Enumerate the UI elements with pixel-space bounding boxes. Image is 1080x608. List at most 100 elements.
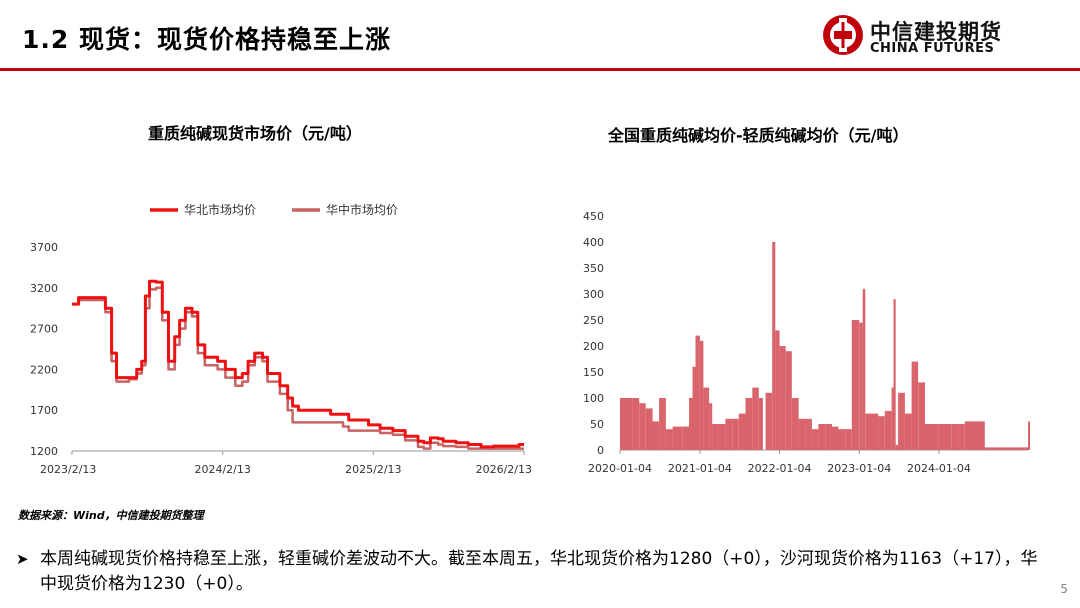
right-bar-chart: 0 50 100 150 200 250 300 350 400 450 2020-01-04 202… <box>583 210 1030 475</box>
bar-segment <box>862 288 866 450</box>
x-tick-label: 2022-01-04 <box>748 462 812 475</box>
bar-segment <box>938 424 945 450</box>
series-line-huabei <box>72 279 524 449</box>
bar-segment <box>745 398 753 450</box>
bar-segment <box>709 403 713 450</box>
bar-segment <box>632 398 640 450</box>
bar-segment <box>832 426 839 450</box>
y-tick-label: 150 <box>583 366 604 379</box>
bar-segment <box>811 429 819 450</box>
bar-segment <box>775 330 780 450</box>
bar-segment <box>752 387 759 450</box>
bar-segment <box>725 418 733 450</box>
arrow-bullet-icon: ➤ <box>16 550 29 568</box>
y-tick-label: 200 <box>583 340 604 353</box>
bar-segment <box>978 421 985 450</box>
bar-segment <box>971 421 978 450</box>
right-chart-title: 全国重质纯碱均价-轻质纯碱均价（元/吨） <box>608 126 909 145</box>
y-tick-label: 300 <box>583 288 604 301</box>
y-tick-label: 1700 <box>30 404 58 417</box>
bar-segment <box>765 392 773 450</box>
commentary-bullet: ➤ 本周纯碱现货价格持稳至上涨，轻重碱价差波动不大。截至本周五，华北现货价格为1… <box>16 547 1046 597</box>
bar-segment <box>925 424 932 450</box>
y-tick-label: 2200 <box>30 363 58 376</box>
bar-segment <box>825 424 832 450</box>
bar-segment <box>998 447 1012 450</box>
y-tick-label: 2700 <box>30 323 58 336</box>
citic-logo-icon <box>823 15 863 55</box>
company-logo: 中信建投期货 CHINA FUTURES <box>822 12 1022 60</box>
bar-segment <box>878 416 885 450</box>
logo-chinese-text: 中信建投期货 <box>870 20 1002 44</box>
y-tick-label: 100 <box>583 392 604 405</box>
y-tick-label: 450 <box>583 210 604 223</box>
bar-segment <box>682 426 689 450</box>
page-title: 1.2 现货：现货价格持稳至上涨 <box>22 25 391 54</box>
bar-segment <box>672 426 683 450</box>
bar-segment <box>884 411 892 450</box>
bar-segment <box>785 351 792 450</box>
bar-segment <box>791 398 799 450</box>
bar-segment <box>891 387 894 450</box>
logo-english-text: CHINA FUTURES <box>870 41 995 56</box>
bar-segment <box>904 413 912 450</box>
bar-segment <box>772 242 776 450</box>
y-tick-label: 3700 <box>30 241 58 254</box>
y-tick-label: 400 <box>583 236 604 249</box>
bar-segment <box>1011 447 1025 450</box>
y-tick-label: 1200 <box>30 445 58 458</box>
bar-segment <box>620 398 633 450</box>
bar-segment <box>665 429 673 450</box>
bar-segment <box>805 418 812 450</box>
bar-segment <box>645 408 653 450</box>
x-tick-label: 2023-01-04 <box>827 462 891 475</box>
bar-segment <box>964 421 972 450</box>
bar-segment <box>1028 421 1030 450</box>
left-chart-title: 重质纯碱现货市场价（元/吨） <box>148 124 362 143</box>
bar-segment <box>931 424 939 450</box>
bar-segment <box>712 424 719 450</box>
legend-label: 华北市场均价 <box>184 202 256 217</box>
bar-segment <box>845 429 852 450</box>
bar-segment <box>703 387 710 450</box>
y-tick-label: 50 <box>590 418 604 431</box>
bar-segment <box>951 424 959 450</box>
bar-segment <box>865 413 872 450</box>
bar-segment <box>851 320 860 450</box>
bar-segment <box>945 424 952 450</box>
x-tick-label: 2021-01-04 <box>668 462 732 475</box>
bar-segment <box>818 424 826 450</box>
source-note: 数据来源：Wind，中信建投期货整理 <box>18 509 204 522</box>
legend-label: 华中市场均价 <box>326 202 398 217</box>
bar-segment <box>659 398 666 450</box>
bar-segment <box>652 421 659 450</box>
bar-segment <box>871 413 879 450</box>
bar-segment <box>838 429 846 450</box>
bar-segment <box>779 346 786 450</box>
bar-segment <box>692 366 696 450</box>
y-tick-label: 3200 <box>30 282 58 295</box>
bar-segment <box>911 361 919 450</box>
bar-segment <box>798 418 806 450</box>
page-number: 5 <box>1060 582 1068 596</box>
commentary-text: 本周纯碱现货价格持稳至上涨，轻重碱价差波动不大。截至本周五，华北现货价格为128… <box>40 549 1038 594</box>
bar-segment <box>689 398 693 450</box>
bar-segment <box>738 413 746 450</box>
left-line-chart: 1200 1700 2200 2700 3200 3700 2023/2/13 2024/2/… <box>30 202 532 476</box>
bar-segment <box>984 447 999 450</box>
x-tick-label: 2025/2/13 <box>345 463 401 476</box>
bar-segment <box>699 340 704 450</box>
bar-segment <box>898 392 905 450</box>
y-tick-label: 250 <box>583 314 604 327</box>
title-divider <box>0 68 1080 71</box>
bar-segment <box>695 335 700 450</box>
bar-segment <box>859 322 863 450</box>
x-tick-label: 2020-01-04 <box>588 462 652 475</box>
y-tick-label: 350 <box>583 262 604 275</box>
x-tick-label: 2024-01-04 <box>907 462 971 475</box>
bar-segment <box>758 398 763 450</box>
bar-segment <box>958 424 965 450</box>
bar-segment <box>918 382 925 450</box>
bar-segment <box>895 444 899 450</box>
bar-segment <box>639 403 646 450</box>
